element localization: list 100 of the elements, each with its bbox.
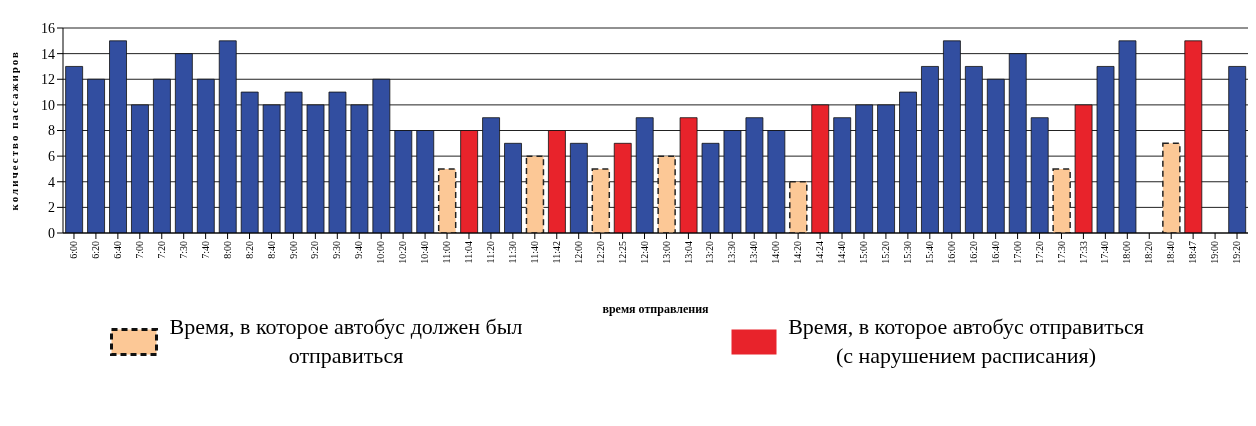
x-tick-label: 12:25 xyxy=(616,241,628,264)
bar xyxy=(196,78,215,233)
bar xyxy=(262,104,281,233)
x-tick-label: 8:20 xyxy=(243,241,255,259)
bar xyxy=(416,130,435,233)
bar xyxy=(372,78,391,233)
x-tick-label: 13:04 xyxy=(682,241,694,264)
x-tick-label: 17:40 xyxy=(1099,241,1111,264)
legend-label: Время, в которое автобус отправиться (с нарушением расписания) xyxy=(787,313,1145,370)
y-tick-label: 0 xyxy=(48,225,55,241)
legend-label: Время, в которое автобус должен был отправиться xyxy=(168,313,524,370)
bar xyxy=(87,78,105,233)
bar xyxy=(855,104,874,233)
bar xyxy=(1096,66,1115,233)
bar xyxy=(635,117,654,233)
x-tick-label: 6:40 xyxy=(111,241,123,259)
bar xyxy=(1074,104,1093,233)
x-tick-label: 14:20 xyxy=(792,241,804,264)
x-tick-label: 15:00 xyxy=(858,241,870,264)
x-axis-title: время отправления xyxy=(602,302,710,316)
bar xyxy=(548,130,566,233)
x-tick-label: 12:40 xyxy=(638,241,650,264)
bar xyxy=(306,104,325,233)
bar xyxy=(986,78,1005,233)
y-tick-label: 6 xyxy=(48,149,55,165)
x-tick-label: 12:20 xyxy=(594,241,606,264)
x-tick-label: 18:00 xyxy=(1121,241,1133,264)
x-tick-label: 11:42 xyxy=(550,241,562,264)
bar xyxy=(394,130,413,233)
x-tick-label: 10:00 xyxy=(375,241,387,264)
x-tick-label: 13:40 xyxy=(748,241,760,264)
bar xyxy=(679,117,698,233)
x-tick-label: 17:20 xyxy=(1033,241,1045,264)
bar xyxy=(153,78,171,233)
x-tick-label: 19:00 xyxy=(1209,241,1221,264)
bar xyxy=(1008,53,1027,233)
x-tick-label: 7:20 xyxy=(155,241,167,259)
y-tick-label: 4 xyxy=(48,174,55,190)
y-tick-label: 10 xyxy=(41,97,55,113)
bar xyxy=(174,53,193,233)
bar xyxy=(1184,40,1203,233)
y-axis-title: количество пассажиров xyxy=(7,49,20,211)
y-tick-label: 14 xyxy=(41,46,55,62)
bar xyxy=(240,91,259,233)
bar xyxy=(613,142,632,233)
x-tick-label: 14:00 xyxy=(770,241,782,264)
x-tick-label: 18:47 xyxy=(1187,241,1199,264)
x-tick-label: 15:20 xyxy=(880,241,892,264)
bar xyxy=(350,104,369,233)
x-tick-label: 13:00 xyxy=(660,241,672,264)
x-tick-label: 11:30 xyxy=(506,241,518,264)
x-tick-label: 18:20 xyxy=(1143,241,1155,264)
x-tick-label: 16:20 xyxy=(967,241,979,264)
x-tick-label: 15:30 xyxy=(901,241,913,264)
bar xyxy=(65,66,84,233)
bar xyxy=(1118,40,1137,233)
bar xyxy=(109,40,127,233)
bar xyxy=(1228,66,1247,233)
x-tick-label: 11:20 xyxy=(485,241,497,264)
bar xyxy=(833,117,852,233)
x-tick-label: 11:00 xyxy=(441,241,453,264)
x-tick-label: 8:00 xyxy=(221,241,233,259)
x-tick-label: 19:20 xyxy=(1231,241,1243,264)
x-tick-label: 6:00 xyxy=(68,241,80,259)
x-tick-label: 13:20 xyxy=(704,241,716,264)
y-tick-label: 16 xyxy=(41,20,55,36)
bar xyxy=(723,130,742,233)
bar xyxy=(131,104,149,233)
bar xyxy=(877,104,895,233)
x-tick-label: 12:00 xyxy=(572,241,584,264)
x-tick-label: 7:30 xyxy=(177,241,189,259)
x-tick-label: 9:30 xyxy=(331,241,343,259)
x-tick-label: 6:20 xyxy=(90,241,102,259)
x-tick-label: 9:20 xyxy=(309,241,321,259)
bar xyxy=(811,104,830,233)
x-tick-label: 7:00 xyxy=(133,241,145,259)
bar xyxy=(460,130,479,233)
x-tick-label: 16:00 xyxy=(945,241,957,264)
bar xyxy=(482,117,500,233)
x-tick-label: 14:24 xyxy=(814,241,826,264)
bar xyxy=(284,91,303,233)
bar xyxy=(745,117,764,233)
bar xyxy=(921,66,939,233)
bar xyxy=(328,91,347,233)
bar xyxy=(569,142,588,233)
x-tick-label: 8:40 xyxy=(265,241,277,259)
x-tick-label: 17:33 xyxy=(1077,241,1089,264)
bar xyxy=(964,66,983,233)
x-tick-label: 10:40 xyxy=(419,241,431,264)
x-tick-label: 13:30 xyxy=(726,241,738,264)
bar xyxy=(943,40,961,233)
bar xyxy=(701,142,720,233)
x-tick-label: 11:04 xyxy=(463,241,475,264)
x-tick-label: 11:40 xyxy=(528,241,540,264)
y-tick-label: 8 xyxy=(48,123,55,139)
x-tick-label: 16:40 xyxy=(989,241,1001,264)
bar xyxy=(218,40,237,233)
x-tick-label: 17:00 xyxy=(1011,241,1023,264)
x-tick-label: 9:40 xyxy=(353,241,365,259)
bar xyxy=(504,142,522,233)
